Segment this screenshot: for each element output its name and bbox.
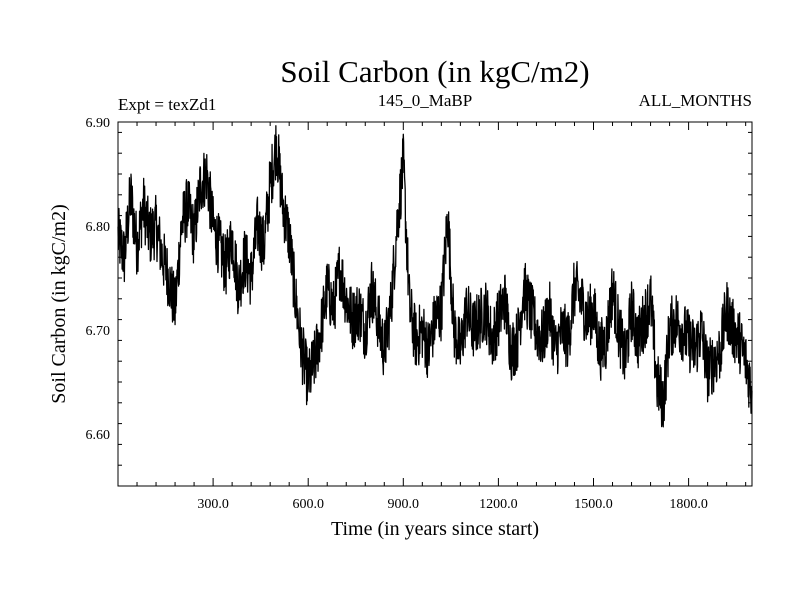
period-label: 145_0_MaBP — [378, 91, 472, 110]
x-tick-label: 600.0 — [292, 497, 324, 512]
experiment-label: Expt = texZd1 — [118, 95, 216, 114]
y-tick-label: 6.80 — [86, 220, 111, 235]
y-tick-label: 6.60 — [86, 428, 111, 443]
y-axis: 6.60 6.70 6.80 6.90 — [86, 116, 753, 465]
series-line — [118, 126, 752, 427]
chart-title: Soil Carbon (in kgC/m2) — [280, 54, 589, 89]
x-tick-label: 1200.0 — [479, 497, 518, 512]
soil-carbon-chart: Soil Carbon (in kgC/m2) Expt = texZd1 14… — [0, 0, 800, 600]
y-tick-label: 6.90 — [86, 116, 111, 131]
y-tick-label: 6.70 — [86, 324, 111, 339]
x-axis-label: Time (in years since start) — [331, 518, 539, 540]
x-tick-label: 900.0 — [388, 497, 420, 512]
months-label: ALL_MONTHS — [639, 91, 752, 110]
x-tick-label: 300.0 — [197, 497, 229, 512]
plot-area — [118, 126, 752, 427]
y-axis-label: Soil Carbon (in kgC/m2) — [48, 204, 70, 403]
x-tick-label: 1800.0 — [669, 497, 708, 512]
x-tick-label: 1500.0 — [574, 497, 613, 512]
